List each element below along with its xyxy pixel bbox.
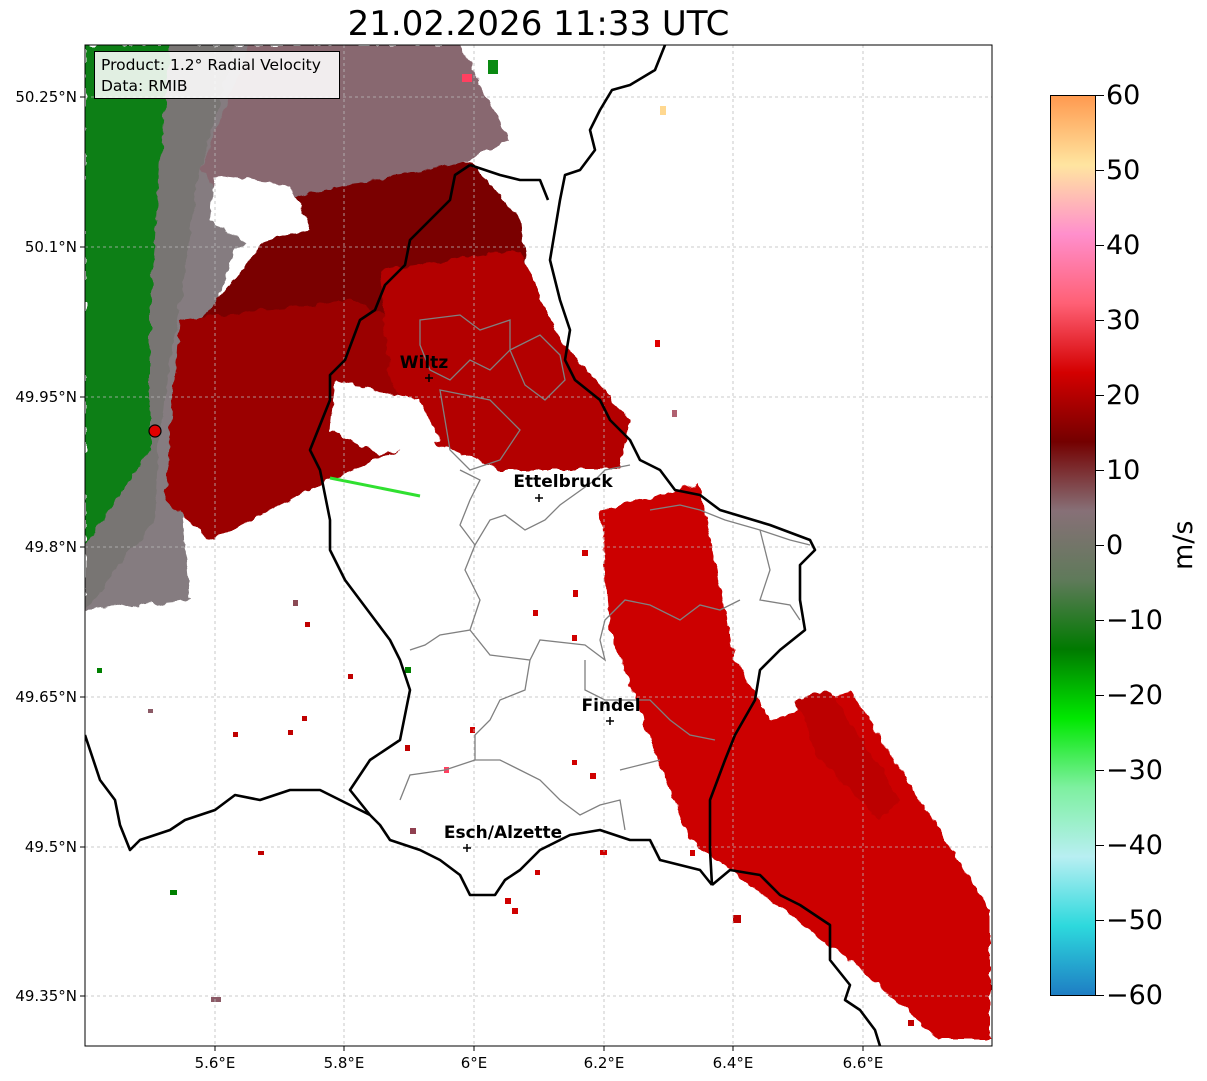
- outbound-echo-band: [600, 485, 990, 1040]
- lat-label: 49.5°N: [25, 838, 77, 856]
- city-markers: Wiltz Ettelbruck Findel Esch/Alzette: [400, 353, 641, 852]
- lat-label: 50.25°N: [15, 88, 77, 106]
- scattered-echoes: [97, 60, 914, 1026]
- colorbar-unit-label: m/s: [1168, 520, 1199, 570]
- axis-ticks: [80, 96, 864, 1051]
- city-label-wiltz: Wiltz: [400, 353, 449, 373]
- city-label-esch-alzette: Esch/Alzette: [444, 823, 562, 843]
- city-marker-findel: Findel: [581, 696, 641, 725]
- lat-label: 50.1°N: [25, 238, 77, 256]
- radar-site-marker: [148, 424, 162, 438]
- city-label-findel: Findel: [581, 696, 640, 716]
- city-marker-ettelbruck: Ettelbruck: [513, 472, 613, 502]
- lat-label: 49.35°N: [15, 987, 77, 1005]
- lon-label: 6.6°E: [843, 1054, 884, 1072]
- canton-borders: [399, 314, 811, 831]
- lon-label: 6°E: [461, 1054, 488, 1072]
- lon-label: 5.8°E: [324, 1054, 365, 1072]
- city-marker-esch-alzette: Esch/Alzette: [444, 823, 562, 852]
- data-source-label: Data: RMIB: [101, 77, 188, 95]
- lat-label: 49.65°N: [15, 688, 77, 706]
- inbound-streak: [329, 476, 421, 498]
- velocity-colorbar: [1050, 95, 1096, 996]
- product-label: Product: 1.2° Radial Velocity: [101, 56, 321, 74]
- lat-label: 49.95°N: [15, 388, 77, 406]
- map-frame: [84, 44, 993, 1047]
- lon-label: 6.4°E: [713, 1054, 754, 1072]
- city-label-ettelbruck: Ettelbruck: [513, 472, 613, 492]
- product-info-box: Product: 1.2° Radial Velocity Data: RMIB: [94, 51, 340, 99]
- lon-label: 6.2°E: [584, 1054, 625, 1072]
- city-marker-wiltz: Wiltz: [400, 353, 449, 382]
- lat-label: 49.8°N: [25, 538, 77, 556]
- lon-label: 5.6°E: [195, 1054, 236, 1072]
- graticule: [85, 45, 992, 1046]
- map-title: 21.02.2026 11:33 UTC: [347, 4, 730, 44]
- country-borders: [85, 45, 882, 1046]
- radar-echo-layer: [85, 45, 990, 1040]
